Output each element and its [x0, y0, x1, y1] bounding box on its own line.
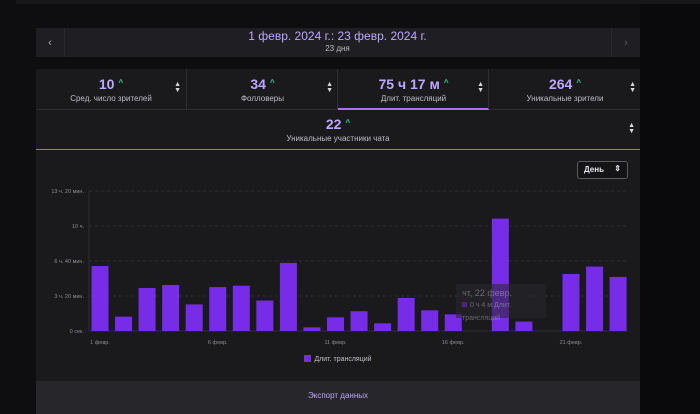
- bar[interactable]: [397, 297, 415, 331]
- bar[interactable]: [185, 304, 203, 331]
- metric-label: Фолловеры: [240, 94, 285, 103]
- bar[interactable]: [115, 316, 133, 331]
- y-tick-label: 10 ч.: [72, 224, 85, 230]
- chevron-updown-icon: ⇕: [614, 164, 621, 173]
- date-range-navigator: ‹ 1 февр. 2024 г.: 23 февр. 2024 г. 23 д…: [36, 28, 640, 57]
- bar[interactable]: [421, 310, 439, 331]
- side-shade: [640, 4, 700, 414]
- legend-swatch: [304, 355, 312, 362]
- sort-icon[interactable]: ▲ ▼: [628, 122, 635, 135]
- trend-up-icon: ^: [269, 78, 275, 87]
- bar[interactable]: [374, 323, 392, 331]
- x-tick-label: 11 февр.: [324, 340, 347, 346]
- bar[interactable]: [350, 311, 368, 331]
- tooltip-value: 0 ч 4 м Длит. трансляций: [462, 302, 512, 322]
- metric-value: 75 ч 17 м: [378, 76, 440, 92]
- tooltip-swatch: [462, 302, 467, 307]
- chevron-left-icon: ‹: [48, 36, 52, 49]
- chart-legend[interactable]: Длит. трансляций: [36, 355, 640, 363]
- stream-duration-chart: 0 сек. 3 ч. 20 мин. 6 ч. 40 мин. 10 ч. 13 ч.…: [36, 181, 640, 381]
- sort-icon[interactable]: ▲ ▼: [629, 81, 636, 94]
- sort-icon[interactable]: ▲ ▼: [174, 81, 181, 94]
- trend-up-icon: ^: [118, 78, 124, 87]
- bar[interactable]: [562, 273, 580, 331]
- metric-unique-viewers[interactable]: 264 ^ Уникальные зрители ▲ ▼: [488, 69, 641, 109]
- chart-svg: 0 сек. 3 ч. 20 мин. 6 ч. 40 мин. 10 ч. 13 ч.…: [51, 189, 628, 346]
- trend-up-icon: ^: [345, 118, 351, 127]
- trend-up-icon: ^: [576, 78, 582, 87]
- metric-followers[interactable]: 34 ^ Фолловеры ▲ ▼: [186, 69, 338, 109]
- bar[interactable]: [515, 321, 533, 331]
- tooltip-title: чт, 22 февр.: [462, 288, 513, 298]
- next-period-button[interactable]: ›: [611, 28, 640, 57]
- bar[interactable]: [609, 276, 627, 331]
- previous-period-button[interactable]: ‹: [36, 28, 65, 57]
- metric-label: Уникальные участники чата: [286, 134, 390, 143]
- metric-stream-duration[interactable]: 75 ч 17 м ^ Длит. трансляций ▲ ▼: [337, 69, 489, 110]
- metric-avg-viewers[interactable]: 10 ^ Сред. число зрителей ▲ ▼: [36, 69, 186, 109]
- y-tick-label: 3 ч. 20 мин.: [54, 294, 84, 300]
- metric-value: 34: [250, 76, 266, 92]
- chevron-right-icon: ›: [624, 36, 628, 49]
- bar[interactable]: [209, 287, 227, 331]
- metric-label: Сред. число зрителей: [70, 94, 152, 103]
- bar[interactable]: [586, 266, 604, 331]
- x-tick-label: 1 февр.: [90, 340, 110, 346]
- bar[interactable]: [327, 317, 344, 331]
- granularity-select[interactable]: День ⇕: [577, 161, 628, 179]
- metric-label: Уникальные зрители: [526, 94, 604, 103]
- export-data-button[interactable]: Экспорт данных: [36, 381, 640, 414]
- legend-label: Длит. трансляций: [314, 356, 372, 363]
- x-tick-label: 21 февр.: [560, 340, 583, 346]
- bar[interactable]: [279, 262, 297, 331]
- date-range-text: 1 февр. 2024 г.: 23 февр. 2024 г.: [248, 29, 427, 43]
- bar[interactable]: [162, 284, 180, 331]
- date-range-days: 23 дня: [325, 44, 350, 53]
- bar[interactable]: [232, 285, 250, 331]
- bar[interactable]: [91, 266, 109, 331]
- active-tab-indicator: [338, 108, 489, 110]
- y-tick-label: 6 ч. 40 мин.: [54, 259, 84, 265]
- y-tick-label: 13 ч. 20 мин.: [51, 189, 84, 195]
- bar[interactable]: [444, 314, 462, 331]
- top-strip: [16, 0, 700, 4]
- sort-icon[interactable]: ▲ ▼: [477, 81, 484, 94]
- bar[interactable]: [138, 287, 156, 331]
- sort-icon[interactable]: ▲ ▼: [326, 81, 333, 94]
- granularity-value: День: [584, 165, 604, 174]
- metric-value: 10: [98, 76, 115, 92]
- metrics-row: 10 ^ Сред. число зрителей ▲ ▼ 34 ^ Фолловер…: [36, 69, 640, 110]
- bar[interactable]: [256, 300, 274, 331]
- metric-unique-chatters[interactable]: 22 ^ Уникальные участники чата ▲ ▼: [36, 110, 640, 150]
- metric-label: Длит. трансляций: [380, 94, 447, 103]
- stats-panel: 10 ^ Сред. число зрителей ▲ ▼ 34 ^ Фолловер…: [36, 69, 640, 414]
- bar[interactable]: [303, 327, 321, 331]
- y-tick-label: 0 сек.: [70, 329, 85, 335]
- chart-tooltip: чт, 22 февр. 0 ч 4 м Длит. трансляций: [456, 284, 546, 322]
- x-tick-label: 6 февр.: [208, 340, 228, 346]
- date-range: 1 февр. 2024 г.: 23 февр. 2024 г. 23 дня: [64, 29, 611, 54]
- x-tick-label: 16 февр.: [442, 340, 465, 346]
- trend-up-icon: ^: [443, 78, 449, 87]
- metric-value: 22: [325, 116, 342, 132]
- metric-value: 264: [548, 76, 573, 92]
